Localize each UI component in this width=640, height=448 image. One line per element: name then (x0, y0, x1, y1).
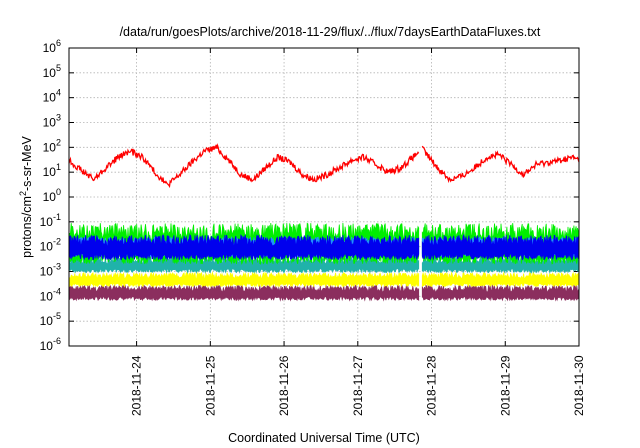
y-tick-label: 10-3 (40, 262, 61, 279)
x-tick-label: 2018-11-30 (572, 355, 586, 416)
x-tick-label: 2018-11-25 (203, 355, 217, 416)
series-line (421, 145, 580, 184)
x-tick-label: 2018-11-24 (130, 355, 144, 416)
y-tick-label: 101 (43, 162, 61, 179)
x-tick-label: 2018-11-27 (351, 355, 365, 416)
series-band (421, 283, 580, 302)
x-tick-label: 2018-11-29 (498, 355, 512, 416)
series-band (421, 233, 580, 261)
y-tick-label: 105 (43, 63, 61, 80)
series-band (68, 233, 420, 261)
x-axis-label: Coordinated Universal Time (UTC) (228, 431, 420, 445)
series-line (68, 143, 420, 189)
y-tick-label: 102 (43, 137, 61, 154)
y-tick-label: 10-2 (40, 237, 61, 254)
x-tick-label: 2018-11-28 (425, 355, 439, 416)
y-tick-label: 103 (43, 113, 61, 130)
y-tick-label: 104 (43, 88, 61, 105)
x-tick-labels: 2018-11-24 2018-11-25 2018-11-26 2018-11-27… (130, 355, 586, 416)
y-axis-label: protons/cm2-s-sr-MeV (18, 135, 34, 257)
y-tick-label: 106 (43, 38, 61, 55)
series-band (421, 271, 580, 288)
y-tick-label: 10-6 (40, 336, 61, 353)
plot-frame (68, 47, 580, 347)
y-tick-label: 100 (43, 187, 61, 204)
series-band (68, 283, 420, 302)
series-band (68, 271, 420, 288)
y-tick-label: 10-5 (40, 311, 61, 328)
y-tick-label: 10-1 (40, 212, 61, 229)
chart-title: /data/run/goesPlots/archive/2018-11-29/f… (120, 25, 541, 39)
x-tick-label: 2018-11-26 (277, 355, 291, 416)
y-tick-label: 10-4 (40, 286, 61, 303)
grid-lines (69, 47, 580, 347)
data-series (68, 143, 580, 302)
y-tick-labels: 10-6 10-5 10-4 10-3 10-2 10-1 100 101 102 103 104 1… (40, 38, 61, 353)
